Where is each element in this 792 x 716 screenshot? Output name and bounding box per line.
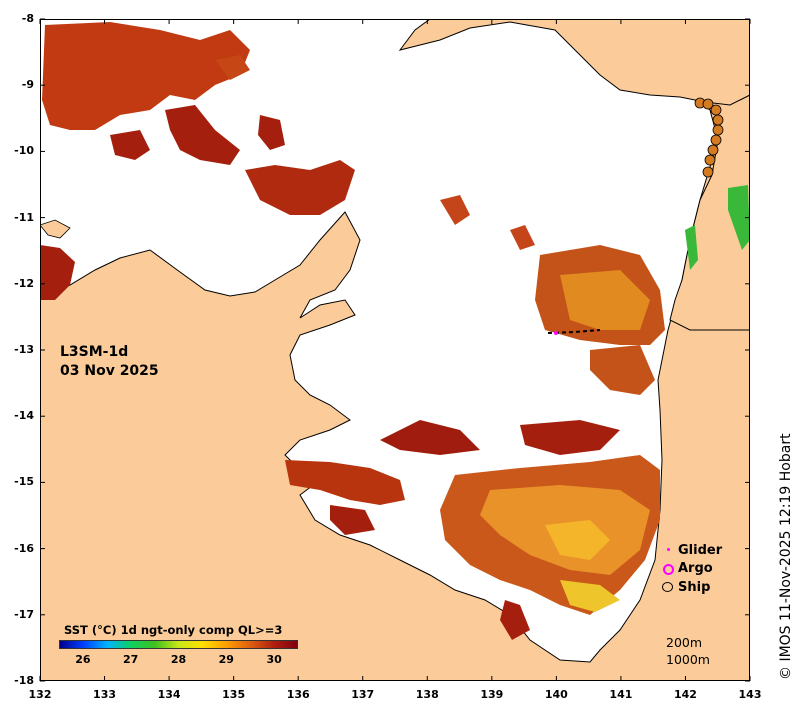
legend-glider-label: Glider [678, 542, 723, 558]
x-tick-label: 139 [480, 688, 504, 701]
glider-dot-icon [662, 543, 676, 557]
x-tick-label: 142 [673, 688, 697, 701]
legend-argo-label: Argo [678, 561, 713, 577]
sst-data-north-west [40, 22, 355, 300]
x-tick-label: 141 [609, 688, 633, 701]
x-tick-label: 137 [351, 688, 375, 701]
argo-ring-icon [662, 562, 676, 576]
y-tick-label: -14 [14, 409, 34, 423]
depth-1000m-label: 1000m [666, 652, 710, 667]
y-tick-label: -11 [14, 210, 34, 224]
legend-ship-label: Ship [678, 579, 711, 595]
colorbar-tick-label: 30 [266, 653, 282, 666]
land-new-guinea [398, 19, 750, 106]
x-tick-label: 133 [93, 688, 117, 701]
colorbar-title: SST (°C) 1d ngt-only comp QL>=3 [64, 623, 283, 637]
sst-colorbar [59, 640, 298, 649]
x-tick-label: 143 [738, 688, 762, 701]
colorbar-tick-label: 27 [123, 653, 139, 666]
land-island [40, 219, 71, 239]
y-tick-label: -16 [14, 541, 34, 555]
x-tick-label: 136 [286, 688, 310, 701]
x-tick-label: 134 [157, 688, 181, 701]
depth-legend: 200m 1000m [666, 634, 710, 668]
product-name: L3SM-1d [60, 344, 129, 360]
ship-track [694, 97, 724, 178]
y-tick-label: -10 [14, 144, 34, 158]
legend-row-glider: Glider [662, 541, 722, 560]
sst-data-south-gulf [285, 455, 660, 640]
x-tick-label: 138 [415, 688, 439, 701]
glider-position [554, 331, 558, 335]
copyright-text: © IMOS 11-Nov-2025 12:19 Hobart [778, 433, 792, 680]
platform-legend: Glider Argo Ship [662, 541, 722, 597]
x-tick-label: 132 [28, 688, 52, 701]
product-label: L3SM-1d 03 Nov 2025 [60, 343, 159, 381]
y-tick-label: -18 [14, 674, 34, 687]
x-tick-label: 140 [544, 688, 568, 701]
y-tick-label: -9 [21, 78, 34, 92]
colorbar-tick-label: 28 [170, 653, 187, 666]
depth-200m-label: 200m [666, 635, 703, 650]
colorbar-tick-label: 26 [75, 653, 91, 666]
sst-data-coastal-green [685, 185, 750, 270]
legend-row-argo: Argo [662, 560, 722, 579]
y-tick-label: -13 [14, 343, 34, 356]
y-tick-label: -17 [14, 607, 34, 621]
legend-row-ship: Ship [662, 578, 722, 597]
y-tick-label: -15 [14, 475, 34, 489]
sst-data-gulf [380, 195, 665, 455]
x-tick-label: 135 [222, 688, 246, 701]
colorbar-tick-label: 29 [218, 653, 234, 666]
product-date: 03 Nov 2025 [60, 363, 159, 379]
y-tick-label: -8 [21, 12, 34, 25]
ship-ring-icon [662, 580, 676, 594]
y-tick-label: -12 [14, 276, 34, 290]
